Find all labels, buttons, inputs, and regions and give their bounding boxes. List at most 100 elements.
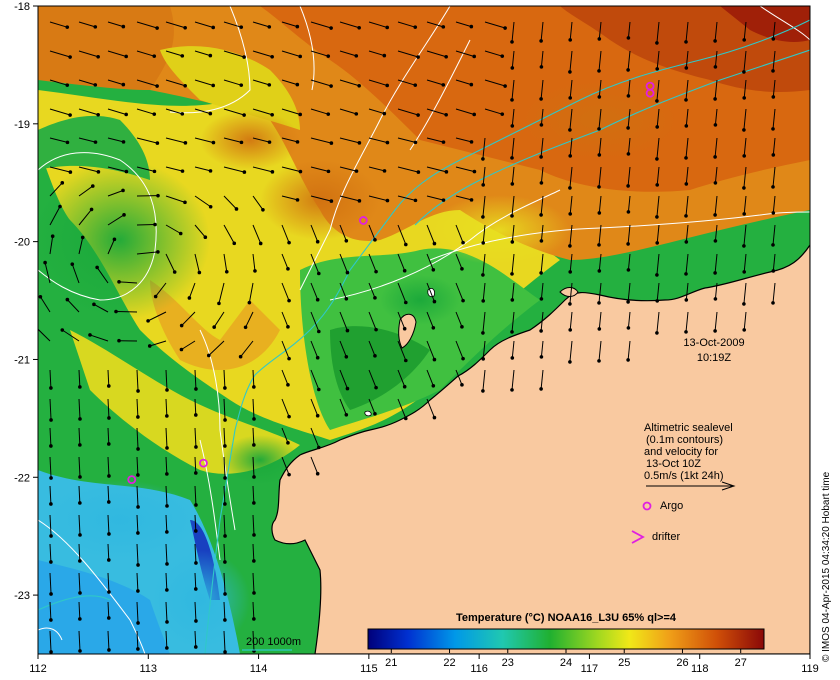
- velocity-arrow: [481, 166, 486, 187]
- velocity-arrow: [136, 630, 140, 651]
- velocity-arrow: [397, 50, 420, 59]
- velocity-arrow: [368, 108, 387, 116]
- legend-line-2: (0.1m contours): [646, 434, 723, 446]
- velocity-arrow: [165, 485, 169, 508]
- plot-frame: [37, 5, 811, 655]
- velocity-arrow: [684, 253, 689, 276]
- velocity-arrow: [539, 311, 544, 333]
- velocity-arrow: [107, 237, 117, 255]
- velocity-arrow: [49, 485, 53, 506]
- velocity-arrow: [310, 398, 320, 418]
- velocity-arrow: [223, 485, 227, 506]
- velocity-arrow: [626, 224, 631, 246]
- velocity-arrow: [510, 79, 515, 102]
- velocity-arrow: [206, 340, 225, 358]
- velocity-arrow: [49, 204, 62, 226]
- velocity-arrow: [539, 21, 544, 43]
- velocity-arrow: [146, 311, 167, 323]
- velocity-arrow: [117, 338, 138, 343]
- velocity-arrow: [193, 456, 198, 475]
- velocity-arrow: [78, 21, 98, 29]
- velocity-arrow: [426, 137, 446, 144]
- velocity-arrow: [252, 572, 256, 595]
- argo-float: [645, 88, 655, 98]
- velocity-arrow: [78, 108, 100, 117]
- velocity-arrow: [339, 340, 349, 359]
- velocity-arrow: [368, 195, 390, 203]
- velocity-arrow: [165, 253, 177, 274]
- velocity-arrow: [684, 311, 689, 334]
- velocity-arrow: [223, 369, 227, 390]
- velocity-arrow: [136, 369, 140, 393]
- colorbar-title: Temperature (°C) NOAA16_L3U 65% ql>=4: [456, 612, 677, 624]
- velocity-arrow: [655, 166, 660, 187]
- velocity-arrow: [187, 282, 196, 300]
- velocity-arrow: [136, 398, 140, 419]
- velocity-arrow: [107, 166, 129, 174]
- velocity-arrow: [510, 282, 515, 302]
- velocity-arrow: [136, 514, 140, 535]
- x-tick-label: 117: [581, 663, 599, 675]
- velocity-arrow: [78, 398, 82, 421]
- legend-line-5: 0.5m/s (1kt 24h): [644, 470, 723, 482]
- velocity-arrow: [281, 137, 300, 144]
- velocity-arrow: [107, 108, 128, 117]
- velocity-arrow: [742, 253, 747, 274]
- velocity-arrow: [78, 456, 82, 479]
- velocity-arrow: [771, 137, 776, 157]
- velocity-arrow: [281, 340, 291, 361]
- velocity-arrow: [597, 282, 602, 305]
- velocity-arrow: [49, 514, 53, 538]
- velocity-arrow: [252, 224, 263, 246]
- velocity-arrow: [136, 137, 160, 145]
- velocity-arrow: [281, 79, 300, 87]
- velocity-arrow: [165, 456, 169, 476]
- velocity-arrow: [310, 50, 331, 58]
- velocity-arrow: [38, 294, 51, 313]
- velocity-arrow: [655, 21, 660, 45]
- velocity-arrow: [136, 79, 159, 88]
- velocity-arrow: [194, 50, 213, 58]
- velocity-arrow: [368, 79, 389, 88]
- velocity-arrow: [281, 369, 290, 387]
- legend-line-4: 13-Oct 10Z: [646, 458, 701, 470]
- velocity-arrow: [310, 137, 334, 145]
- colorbar: Temperature (°C) NOAA16_L3U 65% ql>=4 21…: [367, 612, 765, 669]
- velocity-arrow: [339, 108, 359, 116]
- velocity-arrow: [310, 456, 320, 476]
- velocity-arrow: [107, 398, 111, 420]
- velocity-arrow: [78, 207, 94, 226]
- velocity-arrow: [339, 21, 361, 30]
- velocity-arrow: [165, 398, 169, 418]
- velocity-arrow: [193, 398, 198, 417]
- velocity-arrow: [165, 572, 169, 592]
- velocity-arrow: [78, 369, 82, 389]
- velocity-arrow: [136, 485, 140, 509]
- velocity-arrow: [742, 311, 747, 332]
- velocity-arrow: [655, 137, 660, 161]
- velocity-arrow: [310, 79, 333, 88]
- velocity-arrow: [397, 311, 407, 331]
- velocity-arrow: [223, 543, 227, 564]
- velocity-arrow: [136, 193, 160, 198]
- velocity-arrow: [136, 601, 140, 625]
- velocity-arrow: [455, 253, 464, 271]
- velocity-arrow: [713, 79, 718, 101]
- velocity-arrow: [626, 195, 631, 214]
- velocity-arrow: [481, 282, 486, 303]
- velocity-arrow: [481, 253, 486, 277]
- velocity-arrow: [426, 195, 446, 202]
- velocity-arrow: [426, 21, 446, 29]
- velocity-arrow: [597, 79, 602, 99]
- velocity-arrow: [539, 340, 544, 359]
- velocity-arrow: [626, 166, 631, 188]
- velocity-arrow: [136, 572, 140, 593]
- velocity-arrow: [713, 108, 718, 127]
- velocity-arrow: [568, 311, 573, 332]
- velocity-arrow: [510, 166, 515, 186]
- velocity-arrow: [106, 485, 111, 504]
- velocity-arrow: [153, 282, 167, 299]
- velocity-arrow: [194, 108, 213, 116]
- velocity-arrow: [397, 79, 418, 87]
